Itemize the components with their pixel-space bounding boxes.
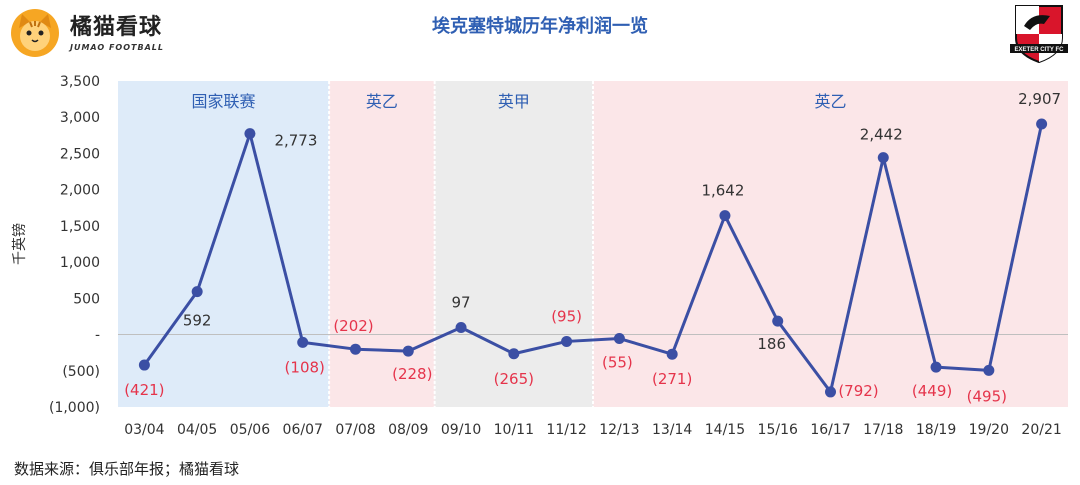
league-band-label: 国家联赛 (192, 92, 256, 111)
source-note: 数据来源：俱乐部年报；橘猫看球 (14, 460, 240, 478)
x-tick-label: 04/05 (177, 422, 217, 438)
x-tick-label: 10/11 (494, 422, 534, 438)
y-tick-label: 3,500 (60, 74, 100, 90)
data-point (613, 333, 625, 345)
x-tick-label: 11/12 (546, 422, 586, 438)
data-labels: (421) 592 2,773 (108) (202) (228) 97 (265) (95) (… (124, 90, 1061, 405)
y-tick-label: (1,000) (49, 400, 100, 416)
data-label: (265) (494, 370, 534, 388)
x-tick-label: 07/08 (335, 422, 375, 438)
data-label: 97 (452, 294, 471, 312)
league-band-label: 英乙 (366, 92, 398, 111)
x-tick-label: 14/15 (705, 422, 745, 438)
data-label: 186 (757, 335, 786, 353)
league-band-1 (329, 81, 435, 407)
y-tick-label: 1,500 (60, 219, 100, 235)
x-tick-label: 20/21 (1021, 422, 1061, 438)
page-title: 埃克塞特城历年净利润一览 (432, 16, 648, 37)
data-label: (95) (551, 307, 582, 325)
data-point (561, 335, 573, 347)
data-point (825, 386, 836, 398)
data-label: (495) (967, 387, 1007, 405)
league-band-label: 英乙 (814, 92, 846, 111)
brand-header: 橘猫看球 JUMAO FOOTBALL (10, 8, 164, 58)
data-point (350, 343, 361, 355)
data-label: (108) (285, 358, 325, 376)
crest-text: EXETER CITY FC (1015, 47, 1065, 53)
data-label: 2,773 (274, 132, 317, 150)
data-label: (228) (392, 365, 432, 383)
exeter-city-crest-icon: EXETER CITY FC (1010, 5, 1068, 64)
brand-subtitle: JUMAO FOOTBALL (70, 42, 164, 52)
x-tick-label: 15/16 (758, 422, 798, 438)
data-point (402, 345, 414, 357)
y-tick-label: 2,000 (60, 183, 100, 199)
data-label: (202) (333, 317, 373, 335)
x-tick-label: 13/14 (652, 422, 692, 438)
data-point (1036, 118, 1048, 130)
data-point (930, 361, 942, 373)
x-tick-label: 06/07 (283, 422, 323, 438)
data-point (297, 336, 309, 348)
x-tick-label: 12/13 (599, 422, 639, 438)
x-tick-label: 17/18 (863, 422, 903, 438)
data-label: 1,642 (701, 182, 744, 200)
y-tick-label: 500 (73, 291, 100, 307)
data-label: 2,442 (860, 126, 903, 144)
x-tick-label: 03/04 (124, 422, 164, 438)
y-tick-label: 3,000 (60, 110, 100, 126)
data-point (244, 128, 256, 140)
brand-name: 橘猫看球 (70, 14, 163, 40)
data-point (191, 286, 203, 298)
league-bands: 国家联赛 英乙 英甲 英乙 (118, 81, 1068, 407)
data-point (666, 348, 678, 360)
y-axis-label: 千英镑 (11, 223, 28, 265)
axes: 3,500 3,000 2,500 2,000 1,500 1,000 500 - (500) (… (11, 74, 1068, 438)
y-tick-label: 2,500 (60, 146, 100, 162)
y-tick-label: - (95, 328, 100, 344)
league-band-label: 英甲 (498, 92, 530, 111)
cat-logo-icon (11, 9, 59, 57)
data-label: 592 (183, 312, 212, 330)
net-profit-series (138, 118, 1048, 398)
series-line (143, 123, 1044, 394)
data-label: (449) (912, 382, 952, 400)
data-point (877, 152, 889, 164)
x-tick-label: 19/20 (969, 422, 1009, 438)
y-tick-label: 1,000 (60, 255, 100, 271)
data-point (772, 315, 784, 327)
league-band-3 (593, 81, 1068, 407)
data-label: (421) (124, 381, 164, 399)
x-tick-label: 18/19 (916, 422, 956, 438)
data-point (719, 210, 731, 222)
data-label: (792) (838, 382, 878, 400)
data-point (138, 359, 150, 371)
y-tick-label: (500) (62, 364, 100, 380)
data-label: (55) (602, 354, 633, 372)
data-label: 2,907 (1018, 90, 1061, 108)
data-point (508, 348, 520, 360)
data-label: (271) (652, 370, 692, 388)
data-point (455, 322, 467, 334)
x-tick-label: 16/17 (810, 422, 850, 438)
x-tick-label: 05/06 (230, 422, 270, 438)
data-point (983, 364, 995, 376)
x-tick-label: 09/10 (441, 422, 481, 438)
x-tick-label: 08/09 (388, 422, 428, 438)
